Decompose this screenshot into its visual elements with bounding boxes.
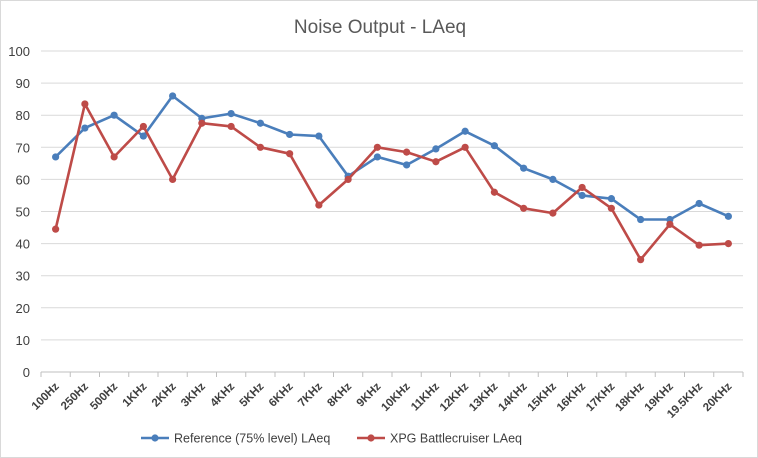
data-point bbox=[286, 130, 294, 139]
data-point bbox=[461, 143, 469, 151]
data-point bbox=[198, 119, 206, 127]
x-tick-label: 4KHz bbox=[208, 380, 237, 409]
x-tick-label: 13KHz bbox=[467, 380, 501, 414]
y-tick-label: 20 bbox=[16, 301, 30, 316]
x-tick-label: 6KHz bbox=[267, 380, 296, 409]
data-point bbox=[549, 175, 557, 183]
y-tick-label: 70 bbox=[16, 140, 30, 155]
y-tick-label: 90 bbox=[16, 76, 30, 91]
x-tick-label: 11KHz bbox=[409, 380, 442, 413]
x-tick-label: 10KHz bbox=[379, 380, 413, 414]
x-tick-label: 8KHz bbox=[325, 380, 354, 409]
gridlines bbox=[41, 50, 743, 373]
data-point bbox=[315, 201, 323, 209]
data-point bbox=[666, 220, 674, 228]
data-point bbox=[520, 164, 528, 172]
y-tick-label: 100 bbox=[8, 44, 30, 59]
x-tick-label: 18KHz bbox=[613, 380, 647, 414]
legend-label-2: XPG Battlecruiser LAeq bbox=[390, 432, 522, 446]
legend-marker-2 bbox=[367, 434, 375, 442]
data-point bbox=[227, 109, 235, 118]
data-point bbox=[490, 188, 498, 196]
data-point bbox=[81, 124, 89, 132]
x-tick-label: 500Hz bbox=[88, 380, 120, 412]
x-tick-label: 15KHz bbox=[526, 380, 560, 414]
x-tick-label: 7KHz bbox=[296, 380, 325, 409]
x-tick-label: 5KHz bbox=[238, 380, 267, 409]
x-tick-label: 16KHz bbox=[555, 380, 589, 414]
y-tick-label: 50 bbox=[16, 205, 30, 220]
y-tick-label: 10 bbox=[16, 333, 30, 348]
data-point bbox=[139, 122, 147, 131]
y-tick-label: 60 bbox=[16, 172, 30, 187]
data-point bbox=[578, 191, 586, 200]
data-point bbox=[490, 142, 498, 150]
y-tick-label: 40 bbox=[16, 237, 30, 252]
x-tick-label: 20KHz bbox=[701, 380, 735, 414]
data-point bbox=[607, 204, 615, 212]
data-point bbox=[461, 127, 469, 135]
data-point bbox=[637, 256, 645, 264]
x-tick-label: 17KHz bbox=[584, 380, 618, 414]
data-point bbox=[81, 100, 89, 108]
data-point bbox=[373, 153, 381, 161]
data-point bbox=[578, 183, 586, 192]
data-point bbox=[52, 225, 60, 233]
data-point bbox=[695, 241, 703, 249]
data-point bbox=[286, 150, 294, 158]
series-line-1 bbox=[54, 94, 729, 221]
data-point bbox=[724, 212, 732, 220]
data-point bbox=[637, 215, 645, 224]
x-tick-label: 100Hz bbox=[30, 380, 62, 412]
data-point bbox=[549, 209, 557, 217]
x-tick-label: 14KHz bbox=[496, 380, 530, 414]
data-point bbox=[256, 143, 264, 151]
series-line-2 bbox=[54, 102, 729, 261]
data-point bbox=[110, 153, 118, 161]
series-group bbox=[52, 92, 732, 264]
x-tick-label: 3KHz bbox=[179, 380, 208, 409]
data-point bbox=[227, 122, 235, 131]
data-point bbox=[344, 175, 352, 183]
data-point bbox=[520, 204, 528, 212]
data-point bbox=[256, 119, 264, 127]
data-point bbox=[169, 92, 177, 100]
y-tick-label: 0 bbox=[23, 365, 30, 380]
data-point bbox=[432, 145, 440, 153]
y-tick-label: 30 bbox=[16, 269, 30, 284]
data-point bbox=[403, 148, 411, 156]
x-tick-label: 2KHz bbox=[150, 380, 179, 409]
data-point bbox=[403, 161, 411, 169]
data-point bbox=[169, 175, 177, 183]
data-point bbox=[139, 132, 147, 140]
x-tick-label: 12KHz bbox=[438, 380, 472, 414]
y-tick-label: 80 bbox=[16, 108, 30, 123]
data-point bbox=[432, 158, 440, 166]
data-point bbox=[315, 132, 323, 140]
data-point bbox=[52, 153, 60, 161]
legend-marker-1 bbox=[151, 434, 159, 442]
data-point bbox=[110, 111, 118, 119]
legend-label-1: Reference (75% level) LAeq bbox=[174, 432, 330, 446]
x-tick-label: 250Hz bbox=[59, 380, 91, 412]
data-point bbox=[373, 143, 381, 151]
x-tick-label: 1KHz bbox=[121, 380, 150, 409]
legend: Reference (75% level) LAeq XPG Battlecrui… bbox=[141, 432, 522, 446]
y-axis: 0 10 20 30 40 50 60 70 80 90 100 bbox=[8, 44, 30, 380]
chart-title: Noise Output - LAeq bbox=[294, 17, 466, 38]
data-point bbox=[695, 199, 703, 208]
data-point bbox=[607, 195, 615, 203]
data-point bbox=[724, 240, 732, 248]
